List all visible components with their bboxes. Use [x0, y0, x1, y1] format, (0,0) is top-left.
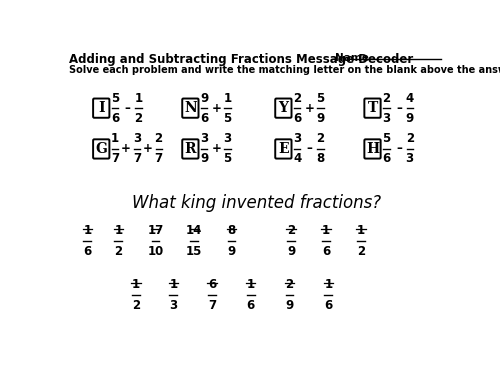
Text: 3: 3 [382, 112, 390, 125]
Text: 9: 9 [200, 152, 208, 165]
Text: 3: 3 [200, 132, 208, 146]
Text: 9: 9 [287, 245, 295, 258]
Text: 2: 2 [286, 278, 294, 291]
Text: 7: 7 [133, 152, 141, 165]
Text: 4: 4 [293, 152, 302, 165]
Text: 3: 3 [406, 152, 414, 165]
Text: 6: 6 [208, 278, 216, 291]
Text: R: R [184, 142, 196, 156]
Text: 6: 6 [83, 245, 92, 258]
Text: 2: 2 [382, 92, 390, 105]
Text: –: – [396, 102, 402, 115]
Text: 1: 1 [357, 225, 365, 237]
Text: 5: 5 [224, 112, 232, 125]
Text: 6: 6 [322, 245, 330, 258]
Text: 1: 1 [322, 225, 330, 237]
Text: +: + [121, 142, 131, 156]
Text: 2: 2 [132, 299, 140, 312]
FancyBboxPatch shape [364, 140, 380, 159]
Text: 9: 9 [316, 112, 324, 125]
Text: 5: 5 [224, 152, 232, 165]
Text: 2: 2 [287, 225, 295, 237]
Text: 9: 9 [286, 299, 294, 312]
Text: 2: 2 [154, 132, 162, 146]
Text: 9: 9 [200, 92, 208, 105]
Text: 6: 6 [246, 299, 255, 312]
Text: 1: 1 [83, 225, 92, 237]
Text: I: I [98, 101, 104, 115]
Text: 6: 6 [200, 112, 208, 125]
Text: +: + [305, 102, 314, 115]
Text: What king invented fractions?: What king invented fractions? [132, 194, 381, 211]
Text: 2: 2 [357, 245, 365, 258]
Text: 15: 15 [186, 245, 202, 258]
FancyBboxPatch shape [275, 140, 291, 159]
Text: T: T [368, 101, 378, 115]
Text: 8: 8 [316, 152, 324, 165]
Text: 5: 5 [382, 132, 390, 146]
Text: 3: 3 [170, 299, 177, 312]
Text: +: + [143, 142, 152, 156]
Text: –: – [124, 102, 130, 115]
Text: H: H [366, 142, 379, 156]
Text: 7: 7 [111, 152, 120, 165]
Text: 1: 1 [247, 278, 255, 291]
Text: 3: 3 [133, 132, 141, 146]
Text: 1: 1 [170, 278, 177, 291]
Text: Adding and Subtracting Fractions Message Decoder: Adding and Subtracting Fractions Message… [68, 53, 413, 66]
FancyBboxPatch shape [364, 99, 380, 118]
Text: 3: 3 [224, 132, 232, 146]
Text: 14: 14 [186, 225, 202, 237]
FancyBboxPatch shape [182, 140, 198, 159]
Text: 2: 2 [316, 132, 324, 146]
Text: 7: 7 [154, 152, 162, 165]
Text: 6: 6 [293, 112, 302, 125]
Text: 1: 1 [134, 92, 142, 105]
Text: 8: 8 [228, 225, 235, 237]
Text: 2: 2 [294, 92, 302, 105]
Text: 6: 6 [382, 152, 390, 165]
Text: Solve each problem and write the matching letter on the blank above the answer.: Solve each problem and write the matchin… [68, 65, 500, 75]
Text: –: – [396, 142, 402, 156]
Text: +: + [212, 142, 222, 156]
Text: +: + [212, 102, 222, 115]
Text: 2: 2 [406, 132, 414, 146]
Text: 9: 9 [228, 245, 235, 258]
Text: 17: 17 [148, 225, 164, 237]
Text: 2: 2 [114, 245, 122, 258]
Text: 7: 7 [208, 299, 216, 312]
Text: 9: 9 [406, 112, 414, 125]
Text: 10: 10 [148, 245, 164, 258]
Text: 1: 1 [132, 278, 140, 291]
Text: N: N [184, 101, 197, 115]
FancyBboxPatch shape [275, 99, 291, 118]
FancyBboxPatch shape [93, 140, 110, 159]
FancyBboxPatch shape [93, 99, 110, 118]
Text: 3: 3 [294, 132, 302, 146]
Text: 1: 1 [324, 278, 332, 291]
Text: 2: 2 [134, 112, 142, 125]
Text: –: – [307, 142, 312, 156]
Text: 5: 5 [111, 92, 120, 105]
Text: 1: 1 [114, 225, 122, 237]
FancyBboxPatch shape [182, 99, 198, 118]
Text: 1: 1 [111, 132, 120, 146]
Text: Y: Y [278, 101, 288, 115]
Text: E: E [278, 142, 288, 156]
Text: 4: 4 [406, 92, 414, 105]
Text: 5: 5 [316, 92, 324, 105]
Text: 6: 6 [111, 112, 120, 125]
Text: 1: 1 [224, 92, 232, 105]
Text: G: G [96, 142, 107, 156]
Text: Name: Name [336, 53, 369, 63]
Text: 6: 6 [324, 299, 332, 312]
